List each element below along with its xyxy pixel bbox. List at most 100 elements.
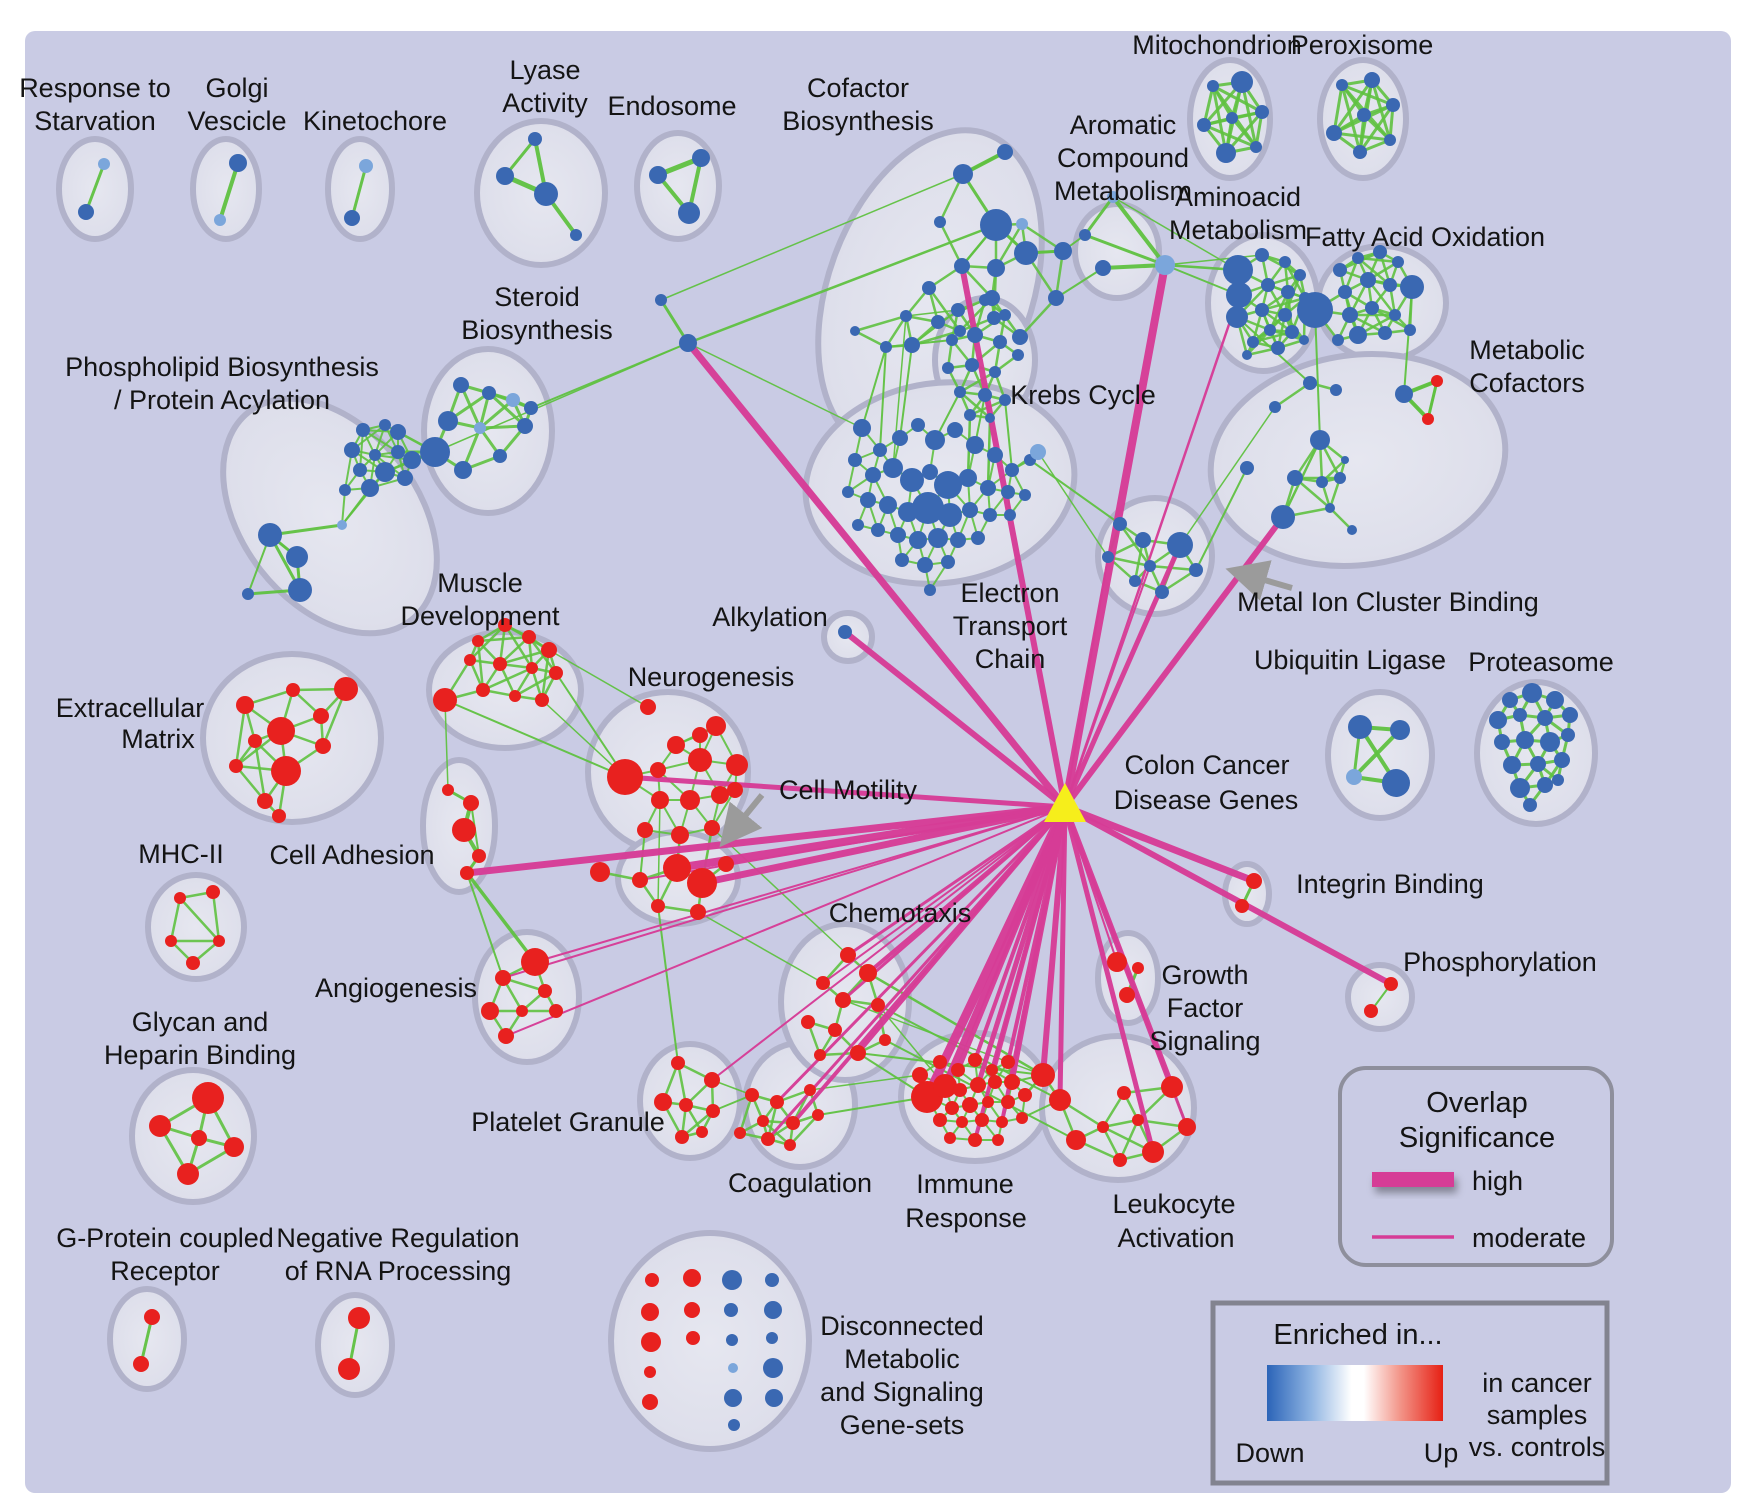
edge-cofactor-biosynthesis [910,329,962,347]
edge-aromatic-compound-metabolism [1083,233,1167,267]
edge-phospholipid-protein-acylation [268,523,344,537]
gene-set-node-growth-factor-signaling [1107,952,1127,972]
high-significance-edge [698,803,1069,887]
gene-set-node-metabolic-cofactors [1347,525,1357,535]
gene-set-node-metal-ion-cluster-binding [1135,532,1151,548]
gene-set-node-cofactor-biosynthesis [953,164,973,184]
high-significance-edge [1061,261,1169,811]
gene-set-node-fatty-acid-oxidation [1378,326,1392,340]
cluster-disconnected-gene-sets-ellipse [608,1230,812,1452]
gene-set-node-proteasome [1561,728,1575,742]
label-lyase-activity: Activity [502,88,588,118]
gene-set-node-krebs-cycle [979,294,991,306]
high-significance-edge [842,629,1068,810]
gene-set-node-ubiquitin-ligase [1346,769,1362,785]
inter-cluster-edges [383,173,1413,1141]
gene-set-node-electron-transport-chain [917,557,933,573]
edge-platelet-granule [676,1061,688,1107]
high-significance-edge [1057,804,1068,1103]
gene-set-node-immune-response [912,1067,928,1083]
edge-cofactor-biosynthesis [884,314,908,349]
gene-set-node-metal-ion-cluster-binding [1155,585,1169,599]
gene-set-node-cofactor-biosynthesis [1054,242,1072,260]
edge-muscle-development [481,666,534,692]
gene-set-node-phospholipid-protein-acylation [286,546,308,568]
moderate-significance-edge [846,805,1067,957]
gene-set-node-angiogenesis [549,1004,563,1018]
green-link-edge [712,1094,753,1112]
gene-set-node-cell-adhesion [460,866,474,880]
gene-set-node-coagulation [784,1139,796,1151]
gene-set-node-g-protein-coupled-receptor [144,1309,160,1325]
gene-set-node-electron-transport-chain [873,443,887,457]
label-cofactor-biosynthesis: Cofactor [807,73,909,103]
green-link-edge [899,344,913,439]
gene-set-node-fatty-acid-oxidation [1360,272,1376,288]
edge-metabolic-cofactors [1328,506,1354,532]
cluster-aromatic-compound-metabolism-ellipse [1072,201,1162,301]
gene-set-node-cell-adhesion [442,784,454,796]
edge-mhc-ii [178,896,221,943]
gene-set-node-cell-motility [663,854,691,882]
gene-set-node-proteasome [1516,731,1534,749]
gene-set-node-fatty-acid-oxidation [1342,307,1358,323]
moderate-significance-edge [505,806,1066,1037]
label-electron-transport-chain: Electron [960,578,1059,608]
gene-set-node-disconnected-gene-sets [641,1332,661,1352]
label-disconnected-gene-sets: Metabolic [844,1344,960,1374]
gene-set-node-cofactor-biosynthesis [900,310,912,322]
gene-set-node-proteasome [1513,708,1527,722]
gene-set-node-steroid-biosynthesis [474,422,486,434]
green-link-edge [1037,451,1109,558]
colon-cancer-hub: Colon Cancer Disease Genes [1044,750,1298,822]
gene-set-node-neurogenesis [607,759,643,795]
gene-set-node-chemotaxis [840,947,856,963]
label-disconnected-gene-sets: Disconnected [820,1311,984,1341]
gene-set-node-immune-response [968,1133,982,1147]
gene-set-node-phospholipid-protein-acylation [242,588,254,600]
gene-set-node-electron-transport-chain [950,532,966,548]
gene-set-node-electron-transport-chain [1030,444,1046,460]
label-muscle-development: Development [400,601,560,631]
moderate-significance-edge [1064,556,1109,808]
gene-set-node-g-protein-coupled-receptor [133,1356,149,1372]
gene-set-node-peroxisome [1353,145,1367,159]
gene-set-node-peroxisome [1386,98,1400,112]
gene-set-node-phospholipid-protein-acylation [390,424,406,440]
gene-set-node-immune-response [968,1053,982,1067]
gene-set-node-fatty-acid-oxidation [1333,263,1347,277]
green-link-edge [1112,196,1239,271]
label-aromatic-compound-metabolism: Metabolism [1054,176,1192,206]
gene-set-node-bridge-nodes [655,294,667,306]
gene-set-node-disconnected-gene-sets [766,1332,778,1344]
legend-moderate-label: moderate [1472,1223,1586,1253]
gene-set-node-proteasome [1489,711,1507,729]
gene-set-node-cofactor-biosynthesis [980,209,1012,241]
gene-set-node-chemotaxis [850,1045,866,1061]
gene-set-node-neurogenesis [727,782,743,798]
label-metal-ion-cluster-binding: Metal Ion Cluster Binding [1237,587,1539,617]
gene-set-node-fatty-acid-oxidation [1365,301,1379,315]
gene-set-node-mhc-ii [165,935,177,947]
gene-set-node-angiogenesis [521,948,549,976]
label-endosome: Endosome [607,91,736,121]
edge-golgi-vescicle [218,161,240,222]
gene-set-node-phospholipid-protein-acylation [356,423,370,437]
gene-set-node-disconnected-gene-sets [765,1389,783,1407]
gene-set-node-negative-regulation-rna-processing [348,1307,370,1329]
gene-set-node-response-to-starvation [78,204,94,220]
gene-set-node-neurogenesis [704,820,720,836]
gene-set-node-immune-response [996,1116,1008,1128]
gene-set-node-steroid-biosynthesis [454,461,472,479]
gene-set-node-chemotaxis [801,1015,815,1029]
edge-peroxisome [1332,78,1374,135]
gene-set-node-disconnected-gene-sets [728,1419,740,1431]
moderate-significance-edge [502,806,1066,979]
green-link-edge [879,346,887,451]
gene-set-node-leukocyte-activation [1049,1089,1071,1111]
moderate-significance-edge [1063,293,1241,809]
gene-set-node-metabolic-cofactors [1269,401,1281,413]
edge-muscle-development [468,623,507,662]
gene-set-node-metal-ion-cluster-binding [1167,532,1193,558]
gene-set-node-aromatic-compound-metabolism [1107,191,1119,203]
